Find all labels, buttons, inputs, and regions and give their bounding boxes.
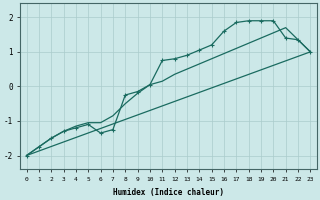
X-axis label: Humidex (Indice chaleur): Humidex (Indice chaleur)	[113, 188, 224, 197]
